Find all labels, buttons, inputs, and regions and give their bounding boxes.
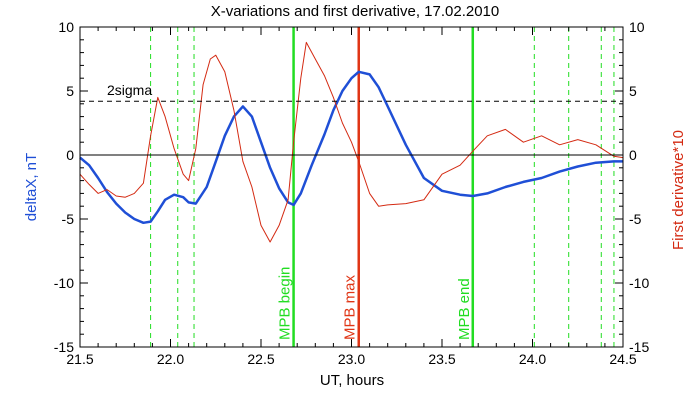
y-right-tick-label-4: -10 — [629, 275, 649, 291]
y-axis-label: deltaX, nT — [23, 153, 40, 221]
x-tick-label-4: 23.5 — [428, 351, 455, 367]
y-tick-label-3: -5 — [62, 211, 75, 227]
threshold-label: 2sigma — [107, 82, 152, 98]
y-right-tick-label-1: 5 — [629, 83, 637, 99]
x-tick-label-5: 24.0 — [519, 351, 546, 367]
y-tick-label-5: -15 — [54, 339, 74, 355]
y-right-tick-label-2: 0 — [629, 147, 637, 163]
y-right-tick-label-3: -5 — [629, 211, 642, 227]
chart-title: X-variations and first derivative, 17.02… — [211, 3, 500, 20]
y-right-tick-label-5: -15 — [629, 339, 649, 355]
vertical-line-label-0: MPB begin — [277, 267, 294, 340]
y-tick-label-0: 10 — [58, 19, 74, 35]
series-line-deltaX — [79, 70, 623, 225]
vertical-line-label-2: MPB end — [456, 278, 473, 340]
y-right-tick-label-0: 10 — [629, 19, 645, 35]
x-tick-label-0: 21.5 — [66, 351, 93, 367]
vertical-line-label-1: MPB max — [342, 274, 359, 340]
series-line-derivative — [79, 41, 624, 243]
y-tick-label-4: -10 — [54, 275, 74, 291]
x-tick-label-6: 24.5 — [609, 351, 636, 367]
x-tick-label-1: 22.0 — [157, 351, 184, 367]
y-tick-label-2: 0 — [66, 147, 74, 163]
y-tick-label-1: 5 — [66, 83, 74, 99]
x-tick-label-3: 23.0 — [338, 351, 365, 367]
y-axis-label-right: First derivative*10 — [670, 130, 687, 250]
x-tick-label-2: 22.5 — [247, 351, 274, 367]
x-axis-label: UT, hours — [320, 372, 384, 389]
